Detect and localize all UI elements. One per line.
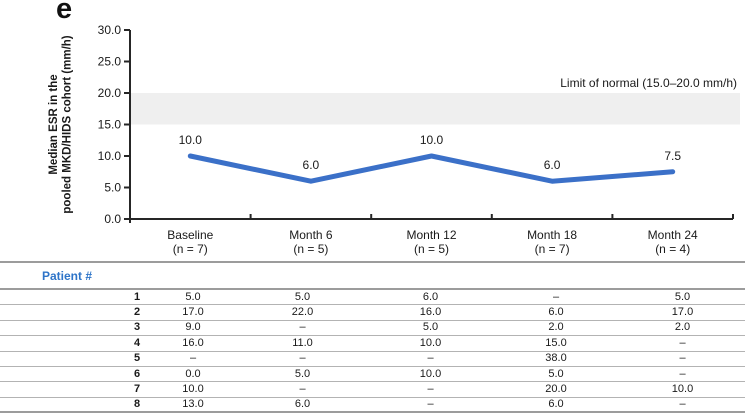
x-category-label: Baseline (n = 7) <box>167 228 213 256</box>
esr-value-cell: 16.0 <box>419 306 442 319</box>
esr-value-cell: 17.0 <box>671 306 694 319</box>
esr-value-cell: 6.0 <box>548 397 564 410</box>
esr-value-cell: 5.0 <box>422 321 439 334</box>
x-category-label: Month 6 (n = 5) <box>289 228 333 256</box>
y-tick-label: 30.0 <box>98 23 122 37</box>
patient-number-cell: 1 <box>133 290 141 303</box>
esr-value-cell: – <box>427 352 434 365</box>
y-tick-label: 20.0 <box>98 86 122 100</box>
table-row: 3 9.0 – 5.0 2.0 2.0 <box>0 321 745 337</box>
esr-value-cell: 10.0 <box>671 383 694 396</box>
patient-number-cell: 5 <box>133 352 141 365</box>
data-point-label: 7.5 <box>664 149 681 163</box>
esr-value-cell: 2.0 <box>674 321 691 334</box>
esr-value-cell: 15.0 <box>545 336 567 349</box>
esr-value-cell: – <box>679 336 686 349</box>
data-point-label: 10.0 <box>420 133 444 147</box>
esr-value-cell: 2.0 <box>548 321 564 334</box>
patient-number-cell: 6 <box>133 367 141 380</box>
esr-value-cell: 5.0 <box>294 290 311 303</box>
esr-value-cell: – <box>189 352 197 365</box>
esr-value-cell: 11.0 <box>292 336 313 349</box>
esr-value-cell: 38.0 <box>545 352 567 365</box>
patient-number-cell: 7 <box>133 383 141 396</box>
y-axis-title: Median ESR in the pooled MKD/HIDS cohort … <box>48 35 74 213</box>
data-point-label: 10.0 <box>179 133 203 147</box>
esr-value-cell: 13.0 <box>182 397 204 410</box>
esr-value-cell: – <box>299 383 306 396</box>
patient-table-rows: 1 5.0 5.0 6.0–5.0 2 17.0 22.0 16.0 6.0 17.0 3 9.0–5… <box>0 290 745 414</box>
data-point-label: 6.0 <box>544 158 561 172</box>
esr-value-cell: – <box>552 290 560 303</box>
esr-value-cell: 10.0 <box>419 336 442 349</box>
esr-value-cell: – <box>299 321 306 334</box>
table-row: 2 17.0 22.0 16.0 6.0 17.0 <box>0 305 745 321</box>
esr-value-cell: 6.0 <box>422 290 439 303</box>
patient-number-cell: 2 <box>133 306 141 319</box>
table-row: 8 13.0 6.0 – 6.0 – <box>0 397 745 414</box>
table-header-row: Patient # <box>0 261 745 290</box>
x-category-label: Month 18 (n = 7) <box>527 228 577 256</box>
patient-table: Patient # 1 5.0 5.0 6.0–5.0 2 17.0 22.0 16.0 6.0… <box>0 261 745 414</box>
table-row: 1 5.0 5.0 6.0 – 5.0 <box>0 290 745 306</box>
table-row: 4 16.0 11.0 10.0 15.0 – <box>0 336 745 352</box>
esr-value-cell: 5.0 <box>674 290 691 303</box>
y-tick-label: 10.0 <box>98 149 122 163</box>
esr-value-cell: 9.0 <box>185 321 201 334</box>
normal-range-band <box>130 93 740 125</box>
normal-range-label: Limit of normal (15.0–20.0 mm/h) <box>560 76 737 90</box>
x-category-label: Month 12 (n = 5) <box>406 228 456 256</box>
esr-value-cell: 10.0 <box>182 383 204 396</box>
table-row: 5 – – – 38.0 – <box>0 352 745 367</box>
y-tick-label: 0.0 <box>104 212 121 226</box>
esr-value-cell: – <box>679 397 686 410</box>
panel-label: e <box>56 0 73 25</box>
data-point-label: 6.0 <box>303 158 320 172</box>
y-tick-label: 5.0 <box>104 181 121 195</box>
esr-value-cell: 16.0 <box>182 336 204 349</box>
patient-number-cell: 3 <box>133 321 141 334</box>
esr-value-cell: 20.0 <box>545 383 567 396</box>
patient-number-cell: 4 <box>133 336 141 349</box>
esr-value-cell: 5.0 <box>294 367 311 380</box>
esr-value-cell: 6.0 <box>294 397 311 410</box>
esr-value-cell: – <box>679 367 686 380</box>
esr-value-cell: – <box>299 352 306 365</box>
esr-value-cell: 6.0 <box>548 306 564 319</box>
esr-value-cell: 10.0 <box>419 367 442 380</box>
patient-number-cell: 8 <box>133 397 141 410</box>
esr-value-cell: 22.0 <box>291 306 314 319</box>
table-row: 7 10.0 – – 20.0 10.0 <box>0 382 745 398</box>
esr-median-line <box>187 153 676 184</box>
esr-value-cell: – <box>427 397 434 410</box>
esr-value-cell: – <box>427 383 434 396</box>
table-row: 6 0.0 5.0 10.0 5.0 – <box>0 367 745 383</box>
patient-column-header: Patient # <box>42 268 93 283</box>
esr-value-cell: 17.0 <box>182 306 204 319</box>
esr-value-cell: 5.0 <box>185 290 201 303</box>
x-category-label: Month 24 (n = 4) <box>648 228 698 256</box>
y-tick-label: 25.0 <box>98 55 122 69</box>
esr-value-cell: 0.0 <box>185 367 201 380</box>
esr-value-cell: 5.0 <box>548 367 564 380</box>
esr-value-cell: – <box>679 352 686 365</box>
esr-line-chart: Limit of normal (15.0–20.0 mm/h) 0.0 5.0 10… <box>48 23 740 256</box>
y-tick-label: 15.0 <box>98 118 122 132</box>
